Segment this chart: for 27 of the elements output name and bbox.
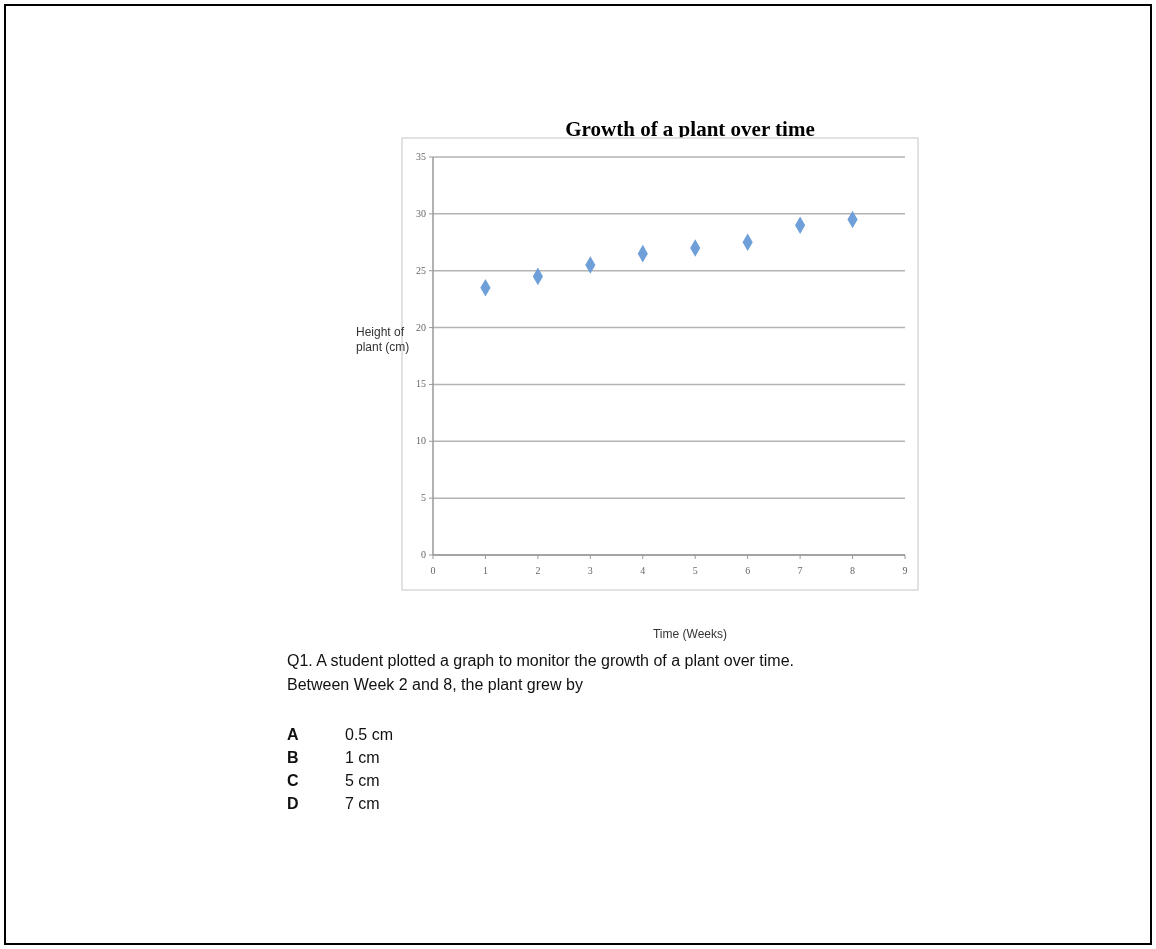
y-tick-label: 35 <box>416 151 426 162</box>
y-tick-label: 25 <box>416 264 426 276</box>
text: Between Week 2 and 8, the plant grew by <box>287 676 583 693</box>
x-tick-label: 9 <box>902 565 908 576</box>
x-axis-title: Time (Weeks) <box>652 627 728 641</box>
x-tick-label: 3 <box>587 565 593 576</box>
x-tick-label: 6 <box>745 565 751 576</box>
y-tick-label: 30 <box>416 207 426 219</box>
x-tick-label: 0 <box>430 565 436 576</box>
text: C 5 cm <box>287 772 380 789</box>
y-tick-label: 20 <box>416 321 426 333</box>
y-axis-title: Height of plant (cm) <box>356 325 410 354</box>
chart-title: Growth of a plant over time <box>565 117 815 141</box>
y-tick-label: 5 <box>421 492 426 504</box>
text: Q1. A student plotted a graph to monitor the growth of a plant over time. <box>287 652 794 669</box>
text: A 0.5 cm <box>287 726 394 743</box>
y-tick-label: 15 <box>416 378 426 390</box>
text: B 1 cm <box>287 749 380 766</box>
x-tick-label: 1 <box>482 565 488 576</box>
text: D 7 cm <box>287 795 380 812</box>
y-tick-label: 10 <box>416 435 426 447</box>
x-tick-label: 5 <box>692 565 698 576</box>
x-tick-label: 2 <box>535 565 541 576</box>
x-tick-label: 4 <box>640 565 646 576</box>
x-tick-label: 7 <box>797 565 803 576</box>
y-tick-label: 0 <box>421 549 426 560</box>
x-tick-label: 8 <box>850 565 856 576</box>
